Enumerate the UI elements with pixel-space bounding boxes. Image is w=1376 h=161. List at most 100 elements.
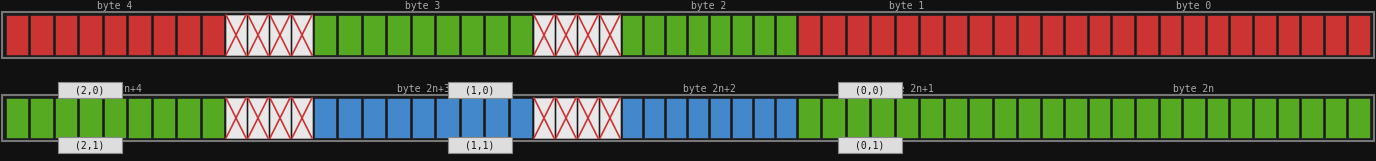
Bar [622, 98, 643, 138]
Bar [798, 98, 820, 138]
Text: (0,0): (0,0) [856, 85, 885, 95]
Bar [921, 98, 943, 138]
Bar [270, 98, 290, 138]
Bar [1302, 15, 1322, 55]
Bar [1183, 15, 1205, 55]
Bar [314, 15, 337, 55]
Bar [55, 15, 77, 55]
Bar [486, 15, 508, 55]
Bar [945, 15, 967, 55]
FancyBboxPatch shape [449, 137, 512, 153]
Bar [846, 98, 870, 138]
Bar [732, 98, 753, 138]
Bar [666, 15, 687, 55]
Bar [1160, 15, 1181, 55]
Bar [600, 15, 621, 55]
Bar [486, 98, 508, 138]
Bar [387, 15, 410, 55]
Bar [688, 15, 709, 55]
Bar [1, 95, 1375, 141]
Text: byte 2n+2: byte 2n+2 [682, 84, 735, 94]
Bar [534, 98, 555, 138]
Bar [80, 98, 102, 138]
Bar [1065, 15, 1087, 55]
Text: byte 1: byte 1 [889, 1, 925, 11]
Bar [411, 15, 435, 55]
Text: (2,1): (2,1) [76, 140, 105, 150]
Bar [754, 15, 773, 55]
Bar [776, 15, 795, 55]
Bar [969, 98, 992, 138]
Bar [1, 12, 1375, 58]
Bar [1112, 98, 1134, 138]
Bar [644, 98, 665, 138]
Bar [292, 15, 312, 55]
Bar [1230, 98, 1252, 138]
Bar [226, 98, 246, 138]
Bar [1348, 15, 1370, 55]
Bar [556, 15, 577, 55]
Bar [248, 15, 268, 55]
Bar [1183, 98, 1205, 138]
Bar [1088, 15, 1110, 55]
Bar [1088, 98, 1110, 138]
Text: byte 3: byte 3 [406, 1, 440, 11]
Text: (0,1): (0,1) [856, 140, 885, 150]
Bar [178, 15, 200, 55]
Bar [270, 15, 290, 55]
FancyBboxPatch shape [58, 137, 122, 153]
Bar [1254, 98, 1276, 138]
Text: byte 4: byte 4 [98, 1, 132, 11]
FancyBboxPatch shape [838, 82, 903, 98]
Bar [1042, 15, 1064, 55]
Text: byte 2n+4: byte 2n+4 [88, 84, 142, 94]
Bar [732, 15, 753, 55]
Bar [622, 15, 643, 55]
Bar [969, 15, 992, 55]
Bar [226, 15, 246, 55]
Bar [921, 15, 943, 55]
Bar [1277, 98, 1299, 138]
Bar [710, 98, 731, 138]
Bar [754, 98, 773, 138]
Bar [103, 15, 127, 55]
Text: byte 0: byte 0 [1176, 1, 1212, 11]
Bar [338, 15, 361, 55]
Bar [128, 15, 150, 55]
Bar [509, 15, 533, 55]
Bar [103, 98, 127, 138]
Bar [1325, 98, 1346, 138]
Bar [993, 15, 1015, 55]
Bar [1254, 15, 1276, 55]
Text: (1,0): (1,0) [465, 85, 495, 95]
Bar [201, 15, 224, 55]
Bar [1302, 98, 1322, 138]
Bar [436, 98, 458, 138]
Bar [644, 15, 665, 55]
Bar [556, 98, 577, 138]
Bar [823, 15, 845, 55]
Bar [798, 15, 820, 55]
Bar [1065, 98, 1087, 138]
Bar [1277, 15, 1299, 55]
Bar [1207, 15, 1229, 55]
Bar [1207, 98, 1229, 138]
Bar [55, 98, 77, 138]
Bar [666, 98, 687, 138]
FancyBboxPatch shape [838, 137, 903, 153]
Bar [461, 15, 483, 55]
FancyBboxPatch shape [449, 82, 512, 98]
Bar [1112, 15, 1134, 55]
Bar [534, 15, 555, 55]
Bar [846, 15, 870, 55]
Bar [1325, 15, 1346, 55]
Text: (2,0): (2,0) [76, 85, 105, 95]
Bar [363, 98, 385, 138]
Bar [1042, 98, 1064, 138]
Bar [6, 98, 29, 138]
Bar [578, 98, 599, 138]
Bar [201, 98, 224, 138]
Bar [509, 98, 533, 138]
Bar [178, 98, 200, 138]
Bar [871, 98, 894, 138]
